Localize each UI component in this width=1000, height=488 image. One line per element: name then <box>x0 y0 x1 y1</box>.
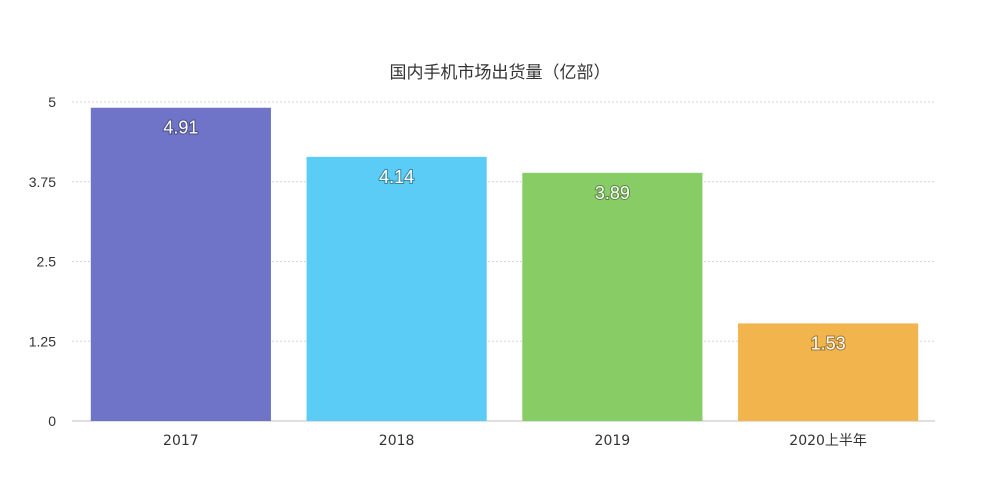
y-tick-label: 3.75 <box>29 174 56 190</box>
y-tick-label: 1.25 <box>29 333 56 349</box>
bar <box>522 172 703 421</box>
data-label: 4.91 <box>163 118 198 138</box>
y-tick-label: 5 <box>48 94 56 110</box>
data-label: 3.89 <box>595 183 630 203</box>
bar <box>738 323 919 421</box>
data-label: 1.53 <box>811 333 846 353</box>
x-tick-label: 2017 <box>163 433 199 449</box>
bar <box>306 156 487 422</box>
y-tick-label: 0 <box>48 413 56 429</box>
chart-title: 国内手机市场出货量（亿部） <box>389 63 611 83</box>
y-tick-label: 2.5 <box>37 254 57 270</box>
x-tick-label: 2018 <box>379 433 415 449</box>
x-tick-label: 2020上半年 <box>789 433 867 449</box>
data-label: 4.14 <box>379 167 414 187</box>
x-tick-label: 2019 <box>595 433 631 449</box>
bar <box>90 107 271 421</box>
